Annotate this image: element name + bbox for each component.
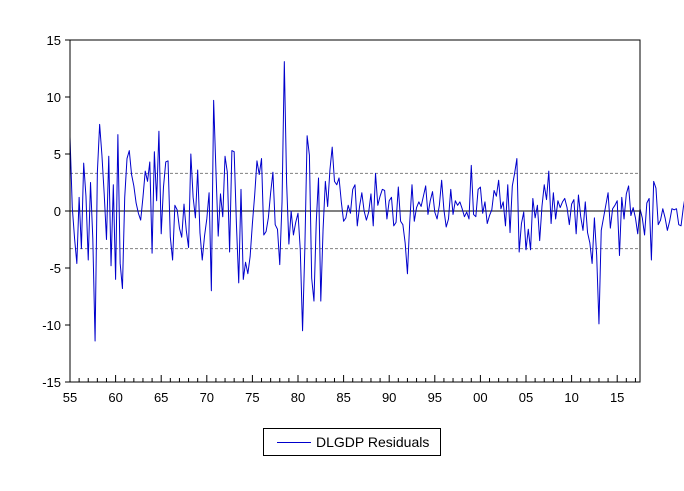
x-tick-label: 65 xyxy=(154,390,168,405)
y-axis: 15 10 5 0 -5 -10 -15 xyxy=(42,33,70,390)
x-tick-label: 60 xyxy=(108,390,122,405)
y-tick-label: -15 xyxy=(42,375,61,390)
x-tick-label: 70 xyxy=(200,390,214,405)
y-tick-label: 10 xyxy=(47,90,61,105)
y-tick-label: 5 xyxy=(54,147,61,162)
y-tick-label: -5 xyxy=(49,261,61,276)
x-tick-label: 85 xyxy=(336,390,350,405)
x-tick-label: 05 xyxy=(519,390,533,405)
x-axis: 55 60 65 70 75 80 85 90 95 00 05 10 15 xyxy=(63,375,636,405)
series-line-dlgdp-residuals xyxy=(69,61,684,342)
legend-swatch xyxy=(277,442,311,443)
y-tick-label: -10 xyxy=(42,318,61,333)
x-tick-label: 15 xyxy=(610,390,624,405)
x-tick-label: 80 xyxy=(291,390,305,405)
x-tick-label: 10 xyxy=(564,390,578,405)
x-tick-label: 75 xyxy=(245,390,259,405)
x-tick-label: 95 xyxy=(428,390,442,405)
x-tick-label: 55 xyxy=(63,390,77,405)
legend: DLGDP Residuals xyxy=(263,428,441,456)
y-tick-label: 0 xyxy=(54,204,61,219)
x-tick-label: 00 xyxy=(473,390,487,405)
y-tick-label: 15 xyxy=(47,33,61,48)
legend-label: DLGDP Residuals xyxy=(316,434,430,450)
x-tick-label: 90 xyxy=(382,390,396,405)
